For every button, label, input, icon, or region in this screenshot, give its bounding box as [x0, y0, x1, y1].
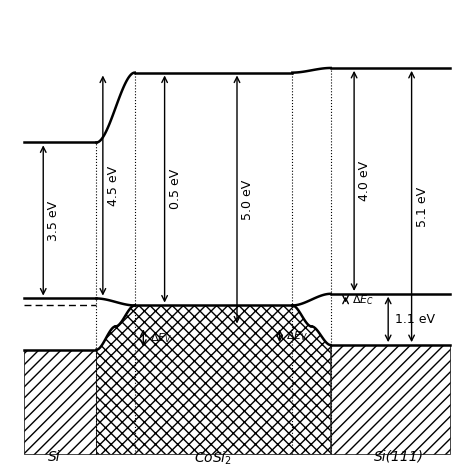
Text: 5.1 eV: 5.1 eV: [416, 186, 429, 227]
Polygon shape: [97, 305, 331, 455]
Text: 3.5 eV: 3.5 eV: [47, 201, 61, 240]
Text: CoSi$_2$: CoSi$_2$: [194, 450, 233, 467]
Text: $\Delta E_V$: $\Delta E_V$: [286, 329, 309, 343]
Text: 4.5 eV: 4.5 eV: [107, 165, 120, 206]
Text: Si: Si: [47, 450, 60, 464]
Text: $\Delta E_V$: $\Delta E_V$: [150, 331, 172, 345]
Text: $\Delta E_C$: $\Delta E_C$: [352, 293, 374, 307]
Polygon shape: [24, 350, 97, 455]
Text: 4.0 eV: 4.0 eV: [358, 161, 371, 201]
Text: 0.5 eV: 0.5 eV: [169, 169, 182, 209]
Text: Si(111): Si(111): [374, 450, 424, 464]
Text: 1.1 eV: 1.1 eV: [394, 313, 435, 326]
Polygon shape: [331, 345, 450, 455]
Text: 5.0 eV: 5.0 eV: [241, 179, 254, 219]
